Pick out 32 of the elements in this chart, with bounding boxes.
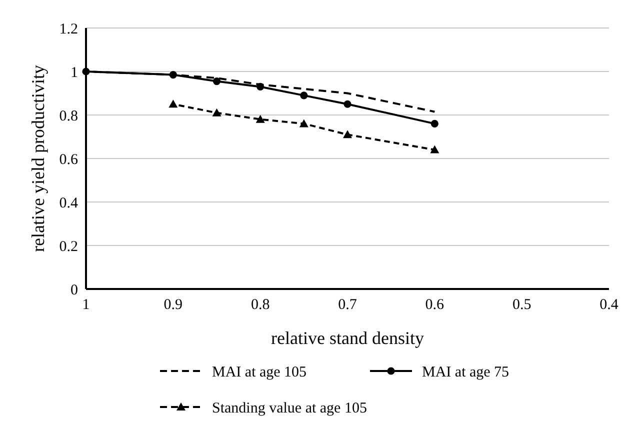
x-axis-title: relative stand density — [271, 328, 424, 348]
x-tick-label: 0.9 — [164, 297, 183, 313]
y-tick-label: 0.4 — [59, 195, 78, 212]
point — [168, 100, 178, 108]
x-tick-label: 0.6 — [425, 297, 445, 313]
legend-label: MAI at age 75 — [422, 364, 510, 380]
y-tick-label: 1 — [70, 64, 78, 81]
y-tick-label: 0 — [70, 282, 78, 298]
point — [430, 145, 440, 154]
point — [256, 82, 264, 91]
x-tick-label: 1 — [82, 297, 90, 313]
y-tick-label: 0.2 — [59, 238, 78, 255]
point — [82, 68, 90, 76]
y-tick-label: 0.8 — [59, 108, 78, 124]
point — [430, 120, 438, 128]
y-tick-label: 0.6 — [59, 152, 78, 168]
point — [256, 114, 265, 123]
y-tick-label: 1.2 — [59, 21, 78, 38]
x-tick-label: 0.5 — [512, 297, 532, 313]
x-tick-label: 0.8 — [250, 297, 270, 313]
point — [169, 70, 177, 79]
point — [212, 77, 221, 86]
point — [212, 108, 222, 116]
point — [300, 92, 308, 100]
y-axis-title: relative yield productivity — [28, 65, 48, 252]
point — [344, 100, 352, 108]
x-tick-label: 0.7 — [338, 297, 358, 313]
legend-label: Standing value at age 105 — [212, 400, 367, 416]
x-tick-label: 0.4 — [600, 297, 619, 313]
point — [299, 119, 308, 128]
legend-label: MAI at age 105 — [212, 364, 307, 380]
point — [343, 130, 352, 138]
